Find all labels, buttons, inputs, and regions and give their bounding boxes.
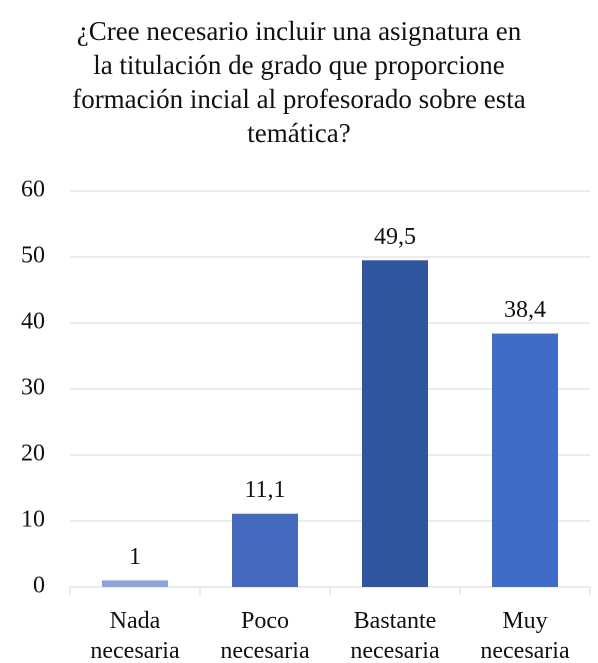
x-tick-label: Poco necesaria xyxy=(220,608,310,663)
value-label: 11,1 xyxy=(244,477,285,503)
x-tick-label-line: Bastante xyxy=(354,608,437,634)
x-tick-label-line: necesaria xyxy=(480,638,570,663)
x-tick-label-line: necesaria xyxy=(220,638,310,663)
y-tick-label: 30 xyxy=(21,375,45,401)
chart-title: ¿Cree necesario incluir una asignatura e… xyxy=(72,16,526,148)
x-tick-label-line: necesaria xyxy=(90,638,180,663)
y-tick-label: 60 xyxy=(21,177,45,203)
y-tick-label: 20 xyxy=(21,441,45,467)
x-tick-label: Bastante necesaria xyxy=(350,608,440,663)
y-tick-label: 10 xyxy=(21,507,45,533)
y-tick-label: 50 xyxy=(21,243,45,269)
value-label: 49,5 xyxy=(374,224,416,250)
x-tick-label-line: Nada xyxy=(110,608,161,634)
x-tick-label-line: necesaria xyxy=(350,638,440,663)
bar xyxy=(362,260,428,587)
y-tick-label: 40 xyxy=(21,309,45,335)
y-tick-label: 0 xyxy=(33,573,45,599)
bar xyxy=(492,333,558,587)
bar xyxy=(232,513,298,587)
x-tick-label-line: Muy xyxy=(502,608,547,634)
bar xyxy=(102,580,168,587)
value-label: 38,4 xyxy=(504,297,546,323)
x-tick-label-line: Poco xyxy=(241,608,289,634)
x-tick-label: Muy necesaria xyxy=(480,608,570,663)
x-tick-label: Nada necesaria xyxy=(90,608,180,663)
value-label: 1 xyxy=(129,544,141,570)
